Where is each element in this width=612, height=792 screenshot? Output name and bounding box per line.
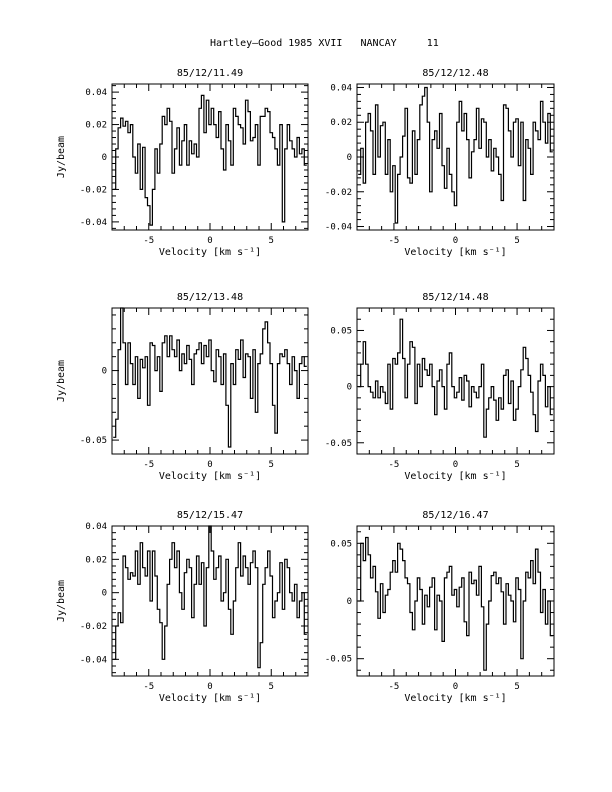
y-tick-label: -0.04 — [80, 218, 107, 228]
y-tick-label: 0 — [102, 153, 107, 163]
x-tick-label: 5 — [269, 682, 274, 692]
y-tick-label: -0.02 — [325, 188, 352, 198]
spectrum-line — [113, 94, 307, 226]
y-tick-label: -0.05 — [80, 436, 107, 446]
y-tick-label: 0.02 — [330, 118, 352, 128]
panel-title: 85/12/16.47 — [422, 510, 488, 521]
y-axis-label: Jy/beam — [56, 580, 67, 622]
y-tick-label: 0.04 — [85, 88, 107, 98]
x-axis-label: Velocity [km s⁻¹] — [159, 693, 261, 704]
x-tick-label: -5 — [389, 682, 400, 692]
spectrum-line — [113, 307, 307, 448]
spectrum-line — [358, 318, 553, 438]
chart-panel-5: -5 0 5 -0.04 -0.02 0 0.02 0.04 85/12/15.47 Veloci… — [56, 510, 309, 704]
chart-panel-6: -5 0 5 -0.05 0 0.05 85/12/16.47 Velocity [km s⁻… — [325, 510, 555, 704]
x-tick-label: -5 — [143, 460, 154, 470]
y-tick-label: 0.05 — [330, 326, 352, 336]
x-tick-label: 0 — [207, 236, 212, 246]
chart-panel-4: -5 0 5 -0.05 0 0.05 85/12/14.48 Velocity [km s⁻… — [325, 292, 555, 482]
x-tick-label: 5 — [269, 460, 274, 470]
chart-panel-2: -5 0 5 -0.04 -0.02 0 0.02 0.04 85/12/12.48 Veloci… — [325, 68, 555, 258]
y-tick-label: 0 — [347, 383, 352, 393]
panel-title: 85/12/14.48 — [422, 292, 488, 303]
x-tick-label: 0 — [207, 460, 212, 470]
x-tick-label: 0 — [453, 682, 458, 692]
y-tick-label: 0 — [102, 589, 107, 599]
panel-title: 85/12/15.47 — [177, 510, 243, 521]
x-axis-label: Velocity [km s⁻¹] — [159, 247, 261, 258]
x-tick-label: 0 — [207, 682, 212, 692]
y-tick-label: -0.05 — [325, 655, 352, 665]
y-tick-label: 0 — [347, 597, 352, 607]
y-tick-label: 0.04 — [85, 522, 107, 532]
y-tick-label: 0.02 — [85, 555, 107, 565]
spectrum-line — [358, 536, 553, 671]
x-tick-label: 0 — [453, 236, 458, 246]
plot-frame — [111, 307, 309, 455]
plot-frame — [111, 525, 309, 677]
x-tick-label: 5 — [514, 236, 519, 246]
y-tick-label: 0.02 — [85, 121, 107, 131]
x-tick-label: 0 — [453, 460, 458, 470]
y-tick-label: 0.05 — [330, 539, 352, 549]
chart-panel-1: -5 0 5 -0.04 -0.02 0 0.02 0.04 85/12/11.49 Veloci… — [56, 68, 309, 258]
panel-title: 85/12/12.48 — [422, 68, 488, 79]
panel-title: 85/12/11.49 — [177, 68, 243, 79]
plot-frame — [356, 83, 555, 231]
x-tick-label: 5 — [269, 236, 274, 246]
y-tick-label: 0 — [347, 153, 352, 163]
y-tick-label: -0.04 — [80, 655, 107, 665]
x-tick-label: -5 — [143, 236, 154, 246]
panel-title: 85/12/13.48 — [177, 292, 243, 303]
page-title-text: Hartley–Good 1985 XVII NANCAY 11 — [210, 38, 439, 49]
x-tick-label: 5 — [514, 682, 519, 692]
x-tick-label: 5 — [514, 460, 519, 470]
x-axis-label: Velocity [km s⁻¹] — [404, 693, 506, 704]
plot-frame — [111, 83, 309, 231]
plot-frame — [356, 307, 555, 455]
x-tick-label: -5 — [389, 236, 400, 246]
chart-panel-3: -5 0 5 -0.05 0 85/12/13.48 Velocity [km s⁻¹] Jy… — [56, 292, 309, 482]
y-tick-label: -0.02 — [80, 622, 107, 632]
y-axis-label: Jy/beam — [56, 136, 67, 178]
x-axis-label: Velocity [km s⁻¹] — [404, 471, 506, 482]
x-axis-label: Velocity [km s⁻¹] — [159, 471, 261, 482]
y-axis-label: Jy/beam — [56, 360, 67, 402]
x-tick-label: -5 — [389, 460, 400, 470]
y-tick-label: 0.04 — [330, 83, 352, 93]
spectrum-line — [358, 86, 553, 224]
x-tick-label: -5 — [143, 682, 154, 692]
y-tick-label: 0 — [102, 367, 107, 377]
x-axis-label: Velocity [km s⁻¹] — [404, 247, 506, 258]
y-tick-label: -0.04 — [325, 223, 352, 233]
spectrum-line — [113, 525, 307, 669]
y-tick-label: -0.02 — [80, 185, 107, 195]
y-tick-label: -0.05 — [325, 439, 352, 449]
